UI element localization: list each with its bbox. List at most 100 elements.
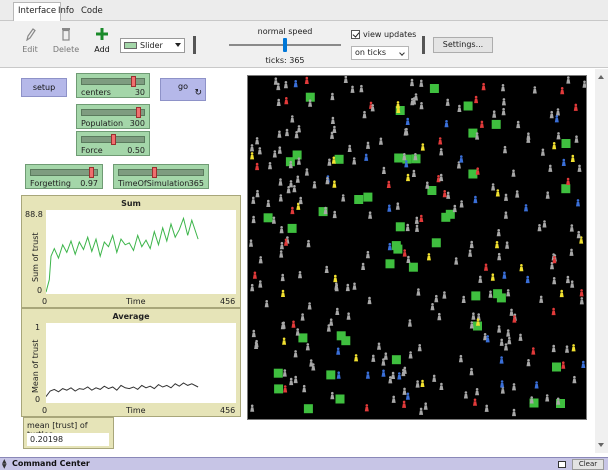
patch-center (391, 241, 401, 251)
world-canvas[interactable] (248, 76, 587, 420)
turtle-person (573, 103, 578, 111)
turtle-person (250, 283, 255, 292)
turtle-person (473, 398, 477, 406)
turtle-person (251, 329, 256, 338)
scroll-up-icon[interactable] (598, 75, 604, 79)
slider-forgetting[interactable]: Forgetting 0.97 (25, 164, 103, 189)
plot-xmin: 0 (42, 297, 48, 306)
popout-icon[interactable] (558, 461, 566, 468)
slider-value: 0.97 (80, 179, 98, 188)
world-view[interactable] (247, 75, 587, 420)
widget-type-select[interactable]: Slider (120, 38, 185, 53)
clear-button[interactable]: Clear (572, 459, 604, 470)
turtle-person (404, 127, 409, 136)
slider-name: Forgetting (30, 179, 72, 188)
turtle-person (576, 230, 581, 239)
turtle-person (415, 224, 419, 232)
speed-slider-thumb[interactable] (283, 38, 287, 52)
turtle-person (406, 173, 410, 182)
view-updates-checkbox[interactable]: view updates (351, 30, 416, 39)
patch-center (402, 154, 412, 164)
slider-force[interactable]: Force 0.50 (76, 131, 150, 156)
slider-thumb[interactable] (88, 167, 94, 178)
edit-tool[interactable]: Edit (14, 25, 46, 54)
turtle-person (445, 98, 450, 106)
slider-track[interactable] (30, 169, 98, 176)
settings-button[interactable]: Settings... (433, 37, 493, 53)
turtle-person (499, 338, 504, 346)
slider-track[interactable] (81, 78, 145, 85)
turtle-person (367, 296, 372, 305)
update-mode-select[interactable]: on ticks (351, 46, 409, 60)
turtle-person (475, 388, 480, 396)
turtle-person (258, 280, 263, 288)
turtle-person (512, 315, 517, 323)
command-center-bar[interactable]: ▲ ▼ Command Center Clear (0, 457, 608, 470)
slider-thumb[interactable] (131, 76, 137, 87)
slider-name: Population (81, 119, 124, 128)
patch-center (385, 259, 395, 269)
patch-center (556, 399, 565, 408)
turtle-person (325, 177, 330, 185)
turtle-person (276, 98, 281, 106)
checkbox-checked-icon[interactable] (351, 30, 360, 39)
slider-timeofsimulation[interactable]: TimeOfSimulation 365 (113, 164, 209, 189)
turtle-person (459, 155, 464, 163)
turtle-person (404, 160, 409, 168)
turtle-person (381, 166, 386, 174)
turtle-person (529, 396, 534, 404)
plot-ymin: 0 (35, 395, 41, 404)
turtle-person (307, 302, 312, 310)
turtle-person (496, 229, 501, 237)
go-button[interactable]: go ↻ (160, 78, 206, 101)
slider-thumb[interactable] (152, 167, 158, 178)
turtle-person (304, 168, 309, 176)
turtle-person (368, 211, 373, 219)
slider-thumb[interactable] (135, 107, 141, 118)
turtle-person (495, 189, 500, 197)
tab-interface[interactable]: Interface (13, 2, 62, 22)
patch-center (292, 150, 302, 160)
turtle-person (484, 404, 489, 412)
turtle-person (506, 289, 511, 297)
turtle-person (366, 141, 370, 149)
slider-centers[interactable]: centers 30 (76, 73, 150, 98)
forever-icon: ↻ (194, 88, 202, 98)
turtle-person (511, 169, 516, 177)
speed-slider[interactable] (229, 38, 341, 52)
tab-code[interactable]: Code (81, 6, 103, 16)
slider-name: Force (81, 146, 103, 155)
vertical-scrollbar[interactable] (595, 69, 608, 453)
turtle-person (537, 224, 542, 232)
slider-track[interactable] (81, 109, 145, 116)
turtle-person (505, 241, 510, 249)
slider-population[interactable]: Population 300 (76, 104, 150, 129)
delete-tool[interactable]: Delete (50, 25, 82, 54)
turtle-person (405, 117, 410, 125)
plot-canvas (45, 382, 199, 397)
turtle-person (350, 85, 355, 93)
plot-xlabel: Time (126, 406, 146, 415)
turtle-person (387, 242, 392, 251)
turtle-person (312, 181, 317, 189)
turtle-person (483, 333, 488, 341)
turtle-person (525, 275, 530, 284)
turtle-person (345, 283, 350, 292)
monitor-value: 0.20198 (27, 433, 109, 446)
turtle-person (402, 153, 407, 161)
turtle-person (386, 180, 391, 188)
plot-canvas (45, 216, 199, 293)
patch-center (263, 213, 273, 223)
slider-track[interactable] (118, 169, 204, 176)
tab-info[interactable]: Info (58, 6, 75, 16)
turtle-person (512, 408, 516, 417)
turtle-person (436, 175, 441, 183)
expand-collapse-icon[interactable]: ▲ ▼ (2, 458, 7, 470)
slider-thumb[interactable] (110, 134, 116, 145)
scroll-down-icon[interactable] (598, 443, 604, 447)
turtle-person (419, 79, 424, 87)
add-tool[interactable]: Add (86, 25, 118, 54)
setup-button[interactable]: setup (21, 78, 67, 97)
turtle-person (281, 289, 285, 297)
turtle-person (293, 350, 298, 358)
